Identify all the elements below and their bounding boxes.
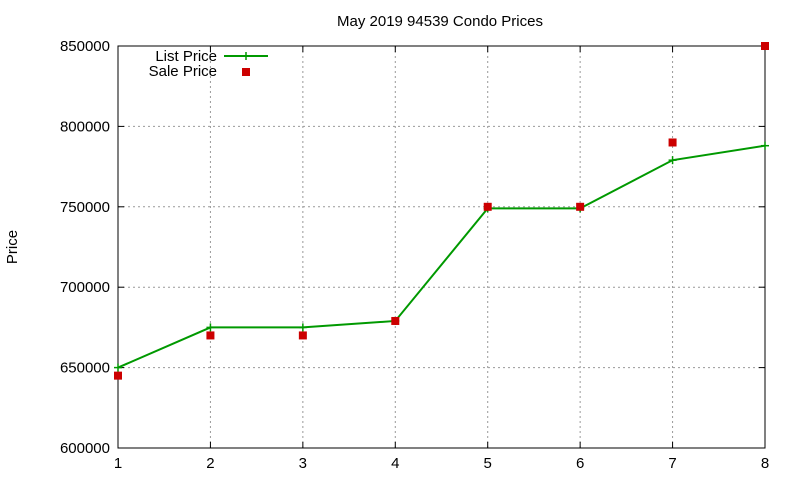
sale-price-point [576, 202, 585, 211]
list-price-point [668, 156, 677, 165]
x-tick-label: 7 [668, 455, 676, 472]
sale-price-point [206, 331, 215, 340]
sale-price-point [668, 138, 677, 147]
plot-frame [117, 45, 766, 449]
y-tick-label: 750000 [60, 199, 110, 216]
grid-lines [118, 46, 765, 448]
sale-price-point [483, 202, 492, 211]
x-tick-label: 8 [761, 455, 769, 472]
y-axis-label: Price [4, 230, 21, 264]
x-tick-label: 4 [391, 455, 399, 472]
series-layer [114, 42, 769, 380]
list-price-point [298, 323, 307, 332]
axis-ticks: 600000 650000 700000 750000 800000 850000 1 2 3 4… [60, 38, 769, 472]
y-tick-label: 800000 [60, 118, 110, 135]
y-tick-label: 700000 [60, 279, 110, 296]
list-price-point [761, 141, 769, 150]
sale-price-point [391, 316, 400, 325]
x-tick-label: 1 [114, 455, 122, 472]
y-tick-label: 600000 [60, 440, 110, 457]
list-price-point [114, 363, 122, 372]
legend-label-sale-price: Sale Price [149, 63, 217, 80]
y-tick-label: 850000 [60, 38, 110, 55]
chart-title: May 2019 94539 Condo Prices [337, 13, 543, 30]
x-tick-label: 5 [484, 455, 492, 472]
sale-price-point [114, 371, 122, 380]
list-price-point [206, 323, 215, 332]
list-price-line [117, 144, 766, 369]
sale-price-point [298, 331, 307, 340]
sale-price-point [761, 42, 769, 50]
legend-label-list-price: List Price [155, 48, 217, 65]
x-tick-label: 2 [206, 455, 214, 472]
x-tick-label: 3 [299, 455, 307, 472]
y-tick-label: 650000 [60, 360, 110, 377]
legend-marker-sale-price [242, 68, 250, 76]
legend-marker-list-price [242, 52, 250, 60]
x-tick-label: 6 [576, 455, 584, 472]
